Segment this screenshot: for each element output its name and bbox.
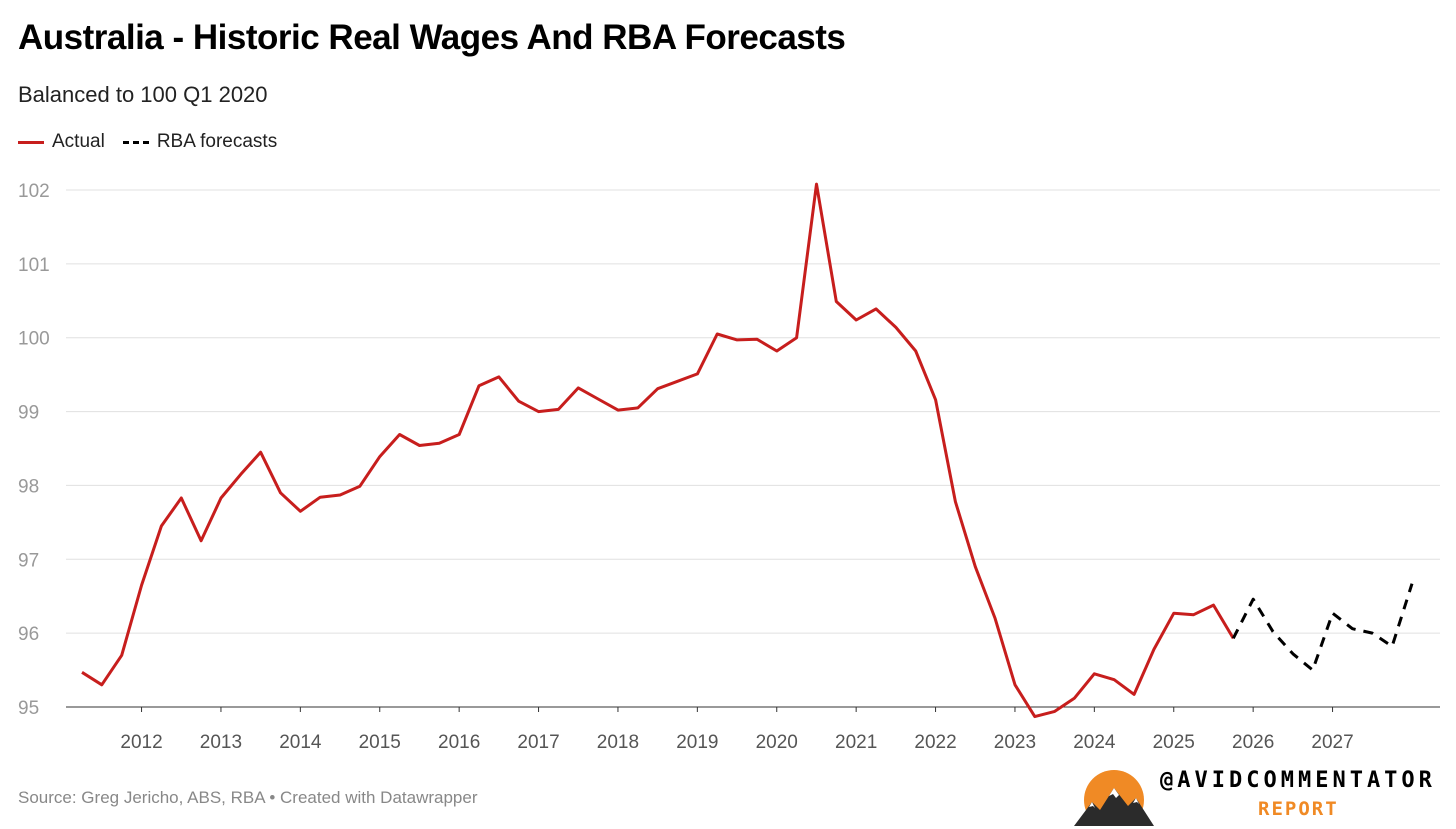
y-tick-label: 100	[18, 329, 50, 350]
legend-item-actual[interactable]: Actual	[18, 131, 105, 153]
x-tick-label: 2019	[676, 732, 718, 753]
x-tick-label: 2012	[120, 732, 162, 753]
x-tick-label: 2026	[1232, 732, 1274, 753]
chart-legend: Actual RBA forecasts	[18, 131, 295, 153]
legend-swatch-solid-icon	[18, 140, 44, 144]
y-tick-label: 95	[18, 698, 39, 719]
x-tick-label: 2024	[1073, 732, 1116, 753]
legend-item-forecasts[interactable]: RBA forecasts	[122, 131, 278, 153]
x-tick-label: 2014	[279, 732, 322, 753]
y-tick-label: 97	[18, 550, 39, 571]
y-tick-label: 101	[18, 255, 50, 276]
x-tick-label: 2023	[994, 732, 1036, 753]
chart-title: Australia - Historic Real Wages And RBA …	[18, 18, 846, 57]
y-tick-label: 102	[18, 181, 50, 202]
x-tick-label: 2016	[438, 732, 480, 753]
brand-logo[interactable]: @AVIDCOMMENTATOR REPORT	[1072, 766, 1447, 828]
brand-handle: @AVIDCOMMENTATOR	[1160, 768, 1436, 793]
x-tick-label: 2020	[756, 732, 798, 753]
series-line-forecasts	[1231, 583, 1414, 672]
series-line-actual	[81, 182, 1235, 719]
x-tick-label: 2015	[359, 732, 401, 753]
source-note: Source: Greg Jericho, ABS, RBA • Created…	[18, 788, 478, 807]
y-tick-label: 98	[18, 476, 39, 497]
legend-swatch-dashed-icon	[122, 140, 149, 144]
y-tick-label: 96	[18, 624, 39, 645]
x-tick-label: 2025	[1153, 732, 1195, 753]
chart-subtitle: Balanced to 100 Q1 2020	[18, 82, 268, 107]
x-tick-label: 2021	[835, 732, 877, 753]
y-tick-label: 99	[18, 403, 39, 424]
x-tick-label: 2017	[517, 732, 559, 753]
x-tick-label: 2013	[200, 732, 242, 753]
x-tick-label: 2022	[914, 732, 956, 753]
mountain-sunset-logo-icon	[1072, 770, 1156, 828]
x-tick-label: 2027	[1311, 732, 1353, 753]
line-chart: 95 96 97 98 99 100 101 102 2012 2013 2014 2015 2016 2…	[18, 181, 1440, 753]
legend-label-forecasts: RBA forecasts	[156, 131, 278, 152]
x-tick-label: 2018	[597, 732, 639, 753]
legend-label-actual: Actual	[52, 131, 105, 152]
brand-report: REPORT	[1258, 798, 1339, 820]
